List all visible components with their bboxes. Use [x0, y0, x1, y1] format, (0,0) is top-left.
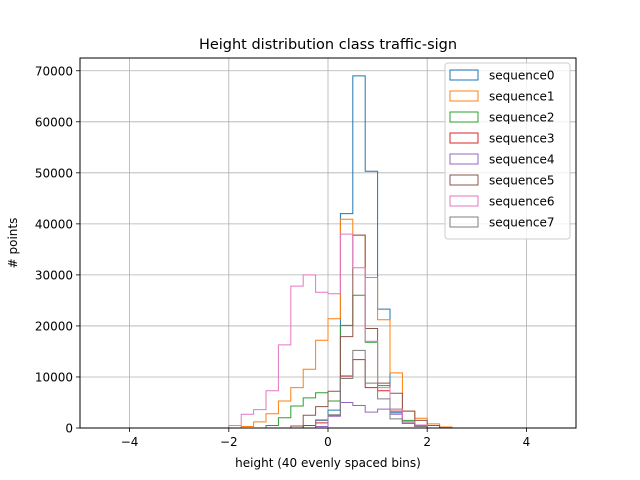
legend-swatch [449, 69, 479, 81]
y-tick-label: 20000 [35, 319, 73, 333]
y-tick-label: 0 [65, 422, 73, 436]
legend-swatch [449, 111, 479, 123]
legend-label: sequence4 [489, 153, 554, 167]
y-tick-label: 10000 [35, 370, 73, 384]
legend: sequence0 sequence1 sequence2 sequence3 sequ… [444, 62, 571, 240]
legend-swatch [449, 132, 479, 144]
legend-label: sequence5 [489, 174, 554, 188]
x-tick-label: −2 [220, 435, 238, 449]
y-tick-label: 40000 [35, 217, 73, 231]
legend-label: sequence3 [489, 132, 554, 146]
y-tick-label: 50000 [35, 166, 73, 180]
legend-label: sequence1 [489, 90, 554, 104]
legend-swatch [449, 216, 479, 228]
y-tick-label: 60000 [35, 115, 73, 129]
legend-label: sequence0 [489, 69, 554, 83]
y-tick-label: 70000 [35, 64, 73, 78]
legend-label: sequence7 [489, 216, 554, 230]
legend-label: sequence6 [489, 195, 554, 209]
x-tick-label: 4 [523, 435, 531, 449]
axis-ticks: −4 −2 0 2 4 0 10000 20000 30000 40000 50000 60000 70… [35, 64, 530, 449]
legend-swatch [449, 153, 479, 165]
x-tick-label: 2 [423, 435, 431, 449]
x-axis-label: height (40 evenly spaced bins) [235, 456, 421, 470]
x-tick-label: 0 [324, 435, 332, 449]
legend-swatch [449, 90, 479, 102]
legend-box [444, 62, 571, 240]
x-tick-label: −4 [121, 435, 139, 449]
legend-label: sequence2 [489, 111, 554, 125]
legend-swatch [449, 195, 479, 207]
y-axis-label: # points [6, 218, 20, 269]
chart-title: Height distribution class traffic-sign [199, 37, 457, 53]
legend-swatch [449, 174, 479, 186]
y-tick-label: 30000 [35, 268, 73, 282]
